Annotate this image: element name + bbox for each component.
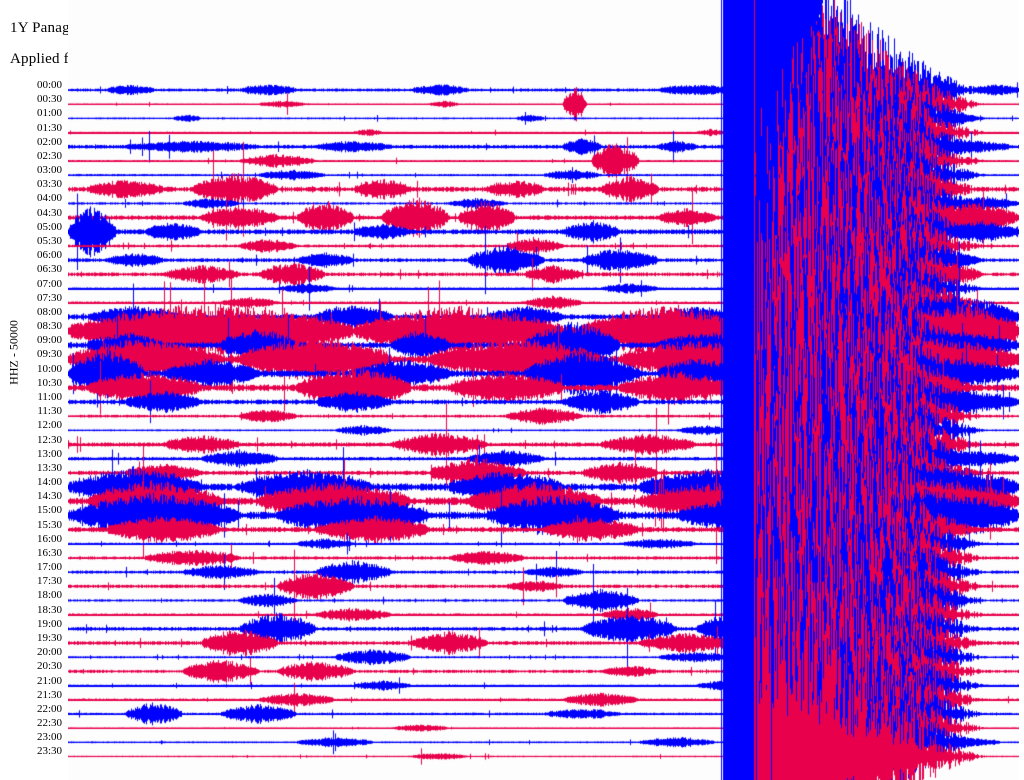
time-tick-label: 21:00 [36, 674, 62, 687]
time-tick-label: 13:00 [36, 447, 62, 460]
time-tick-label: 20:00 [36, 646, 62, 659]
time-tick-label: 16:30 [36, 546, 62, 559]
time-tick-label: 09:30 [36, 348, 62, 361]
time-tick-label: 19:00 [36, 617, 62, 630]
time-tick-label: 22:30 [36, 717, 62, 730]
time-tick-label: 11:30 [37, 405, 62, 418]
time-tick-label: 00:30 [36, 93, 62, 106]
time-axis: 00:00 00:30 01:00 01:30 02:00 02:30 03:00 03:30… [0, 0, 68, 780]
time-tick-label: 01:30 [36, 121, 62, 134]
seismogram-traces[interactable] [68, 0, 1019, 780]
time-tick-label: 18:30 [36, 603, 62, 616]
time-tick-label: 15:30 [36, 518, 62, 531]
time-tick-label: 15:00 [36, 504, 62, 517]
time-tick-label: 09:00 [36, 334, 62, 347]
time-tick-label: 23:30 [36, 745, 62, 758]
time-tick-label: 07:00 [36, 277, 62, 290]
time-tick-label: 21:30 [36, 688, 62, 701]
time-tick-label: 06:00 [36, 249, 62, 262]
time-tick-label: 13:30 [36, 461, 62, 474]
time-tick-label: 03:00 [36, 164, 62, 177]
time-tick-label: 22:00 [36, 702, 62, 715]
time-tick-label: 05:30 [36, 234, 62, 247]
time-tick-label: 10:30 [36, 376, 62, 389]
time-tick-label: 12:00 [36, 419, 62, 432]
time-tick-label: 08:00 [36, 305, 62, 318]
time-tick-label: 03:30 [36, 178, 62, 191]
time-tick-label: 17:00 [36, 561, 62, 574]
time-tick-label: 14:00 [36, 476, 62, 489]
time-tick-label: 14:30 [36, 490, 62, 503]
time-tick-label: 17:30 [36, 575, 62, 588]
time-tick-label: 01:00 [36, 107, 62, 120]
time-tick-label: 04:30 [36, 206, 62, 219]
time-tick-label: 19:30 [36, 632, 62, 645]
time-tick-label: 20:30 [36, 660, 62, 673]
time-tick-label: 18:00 [36, 589, 62, 602]
time-tick-label: 05:00 [36, 220, 62, 233]
time-tick-label: 06:30 [36, 263, 62, 276]
time-tick-label: 08:30 [36, 320, 62, 333]
time-tick-label: 02:30 [36, 149, 62, 162]
time-tick-label: 07:30 [36, 291, 62, 304]
time-tick-label: 23:00 [36, 731, 62, 744]
time-tick-label: 16:00 [36, 532, 62, 545]
time-tick-label: 00:00 [36, 79, 62, 91]
time-tick-label: 11:00 [37, 390, 62, 403]
time-tick-label: 04:00 [36, 192, 62, 205]
helicorder-plot[interactable] [68, 0, 1019, 780]
time-tick-label: 12:30 [36, 433, 62, 446]
time-tick-label: 10:00 [36, 362, 62, 375]
time-tick-label: 02:00 [36, 135, 62, 148]
